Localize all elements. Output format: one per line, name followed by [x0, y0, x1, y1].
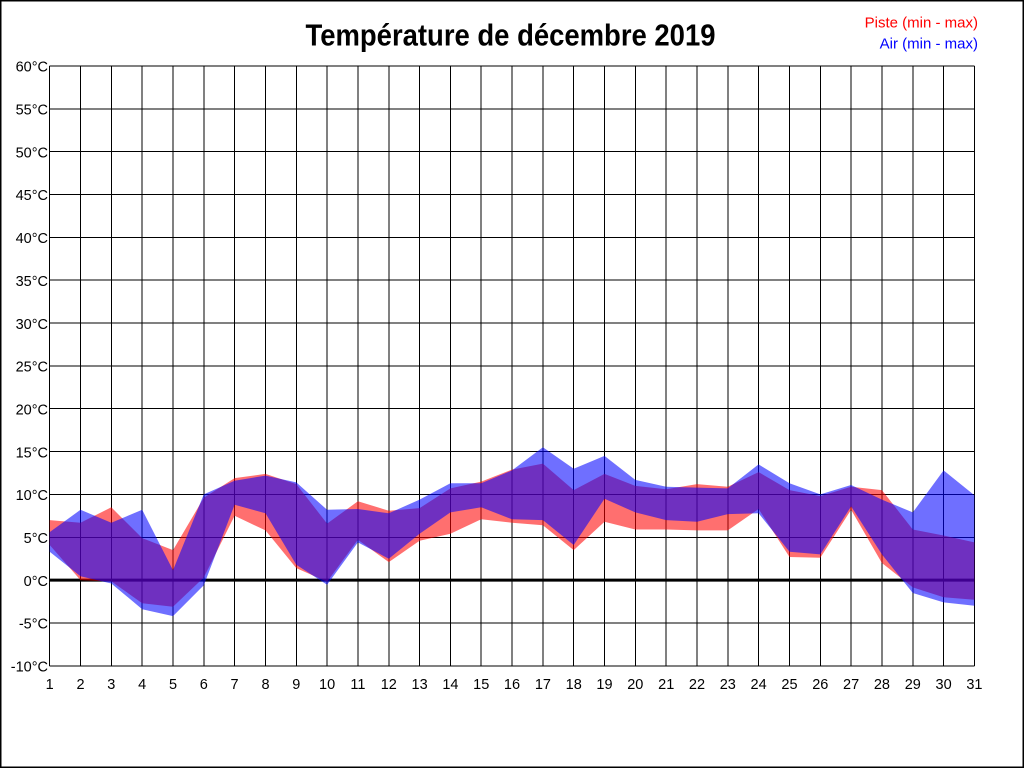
svg-text:-10°C: -10°C	[11, 660, 48, 676]
svg-text:24: 24	[751, 677, 767, 693]
svg-text:19: 19	[596, 677, 612, 693]
svg-text:Température de décembre 2019: Température de décembre 2019	[306, 19, 716, 53]
svg-text:10: 10	[319, 677, 335, 693]
svg-text:16: 16	[504, 677, 520, 693]
svg-text:1: 1	[46, 677, 54, 693]
svg-text:8: 8	[261, 677, 269, 693]
svg-text:13: 13	[412, 677, 428, 693]
svg-text:20°C: 20°C	[16, 402, 48, 418]
svg-text:14: 14	[442, 677, 458, 693]
svg-text:27: 27	[843, 677, 859, 693]
svg-text:26: 26	[812, 677, 828, 693]
svg-text:18: 18	[566, 677, 582, 693]
svg-text:5°C: 5°C	[24, 531, 48, 547]
svg-text:29: 29	[905, 677, 921, 693]
svg-text:10°C: 10°C	[16, 488, 48, 504]
svg-text:30: 30	[936, 677, 952, 693]
svg-text:35°C: 35°C	[16, 274, 48, 290]
svg-text:-5°C: -5°C	[19, 617, 48, 633]
svg-text:60°C: 60°C	[16, 60, 48, 76]
svg-text:7: 7	[231, 677, 239, 693]
svg-text:15: 15	[473, 677, 489, 693]
svg-text:45°C: 45°C	[16, 188, 48, 204]
svg-text:12: 12	[381, 677, 397, 693]
svg-text:Air (min - max): Air (min - max)	[880, 35, 978, 52]
svg-text:25: 25	[781, 677, 797, 693]
svg-text:0°C: 0°C	[24, 574, 48, 590]
svg-text:22: 22	[689, 677, 705, 693]
svg-text:30°C: 30°C	[16, 317, 48, 333]
svg-text:20: 20	[627, 677, 643, 693]
svg-text:9: 9	[292, 677, 300, 693]
svg-text:Piste (min - max): Piste (min - max)	[865, 14, 978, 31]
svg-text:55°C: 55°C	[16, 103, 48, 119]
svg-text:40°C: 40°C	[16, 231, 48, 247]
svg-text:15°C: 15°C	[16, 445, 48, 461]
svg-text:23: 23	[720, 677, 736, 693]
svg-text:2: 2	[76, 677, 84, 693]
svg-text:5: 5	[169, 677, 177, 693]
svg-text:50°C: 50°C	[16, 145, 48, 161]
svg-text:21: 21	[658, 677, 674, 693]
svg-text:3: 3	[107, 677, 115, 693]
svg-text:11: 11	[350, 677, 365, 693]
svg-text:17: 17	[535, 677, 551, 693]
svg-text:25°C: 25°C	[16, 360, 48, 376]
svg-text:28: 28	[874, 677, 890, 693]
svg-text:6: 6	[200, 677, 208, 693]
svg-text:31: 31	[966, 677, 982, 693]
svg-text:4: 4	[138, 677, 146, 693]
